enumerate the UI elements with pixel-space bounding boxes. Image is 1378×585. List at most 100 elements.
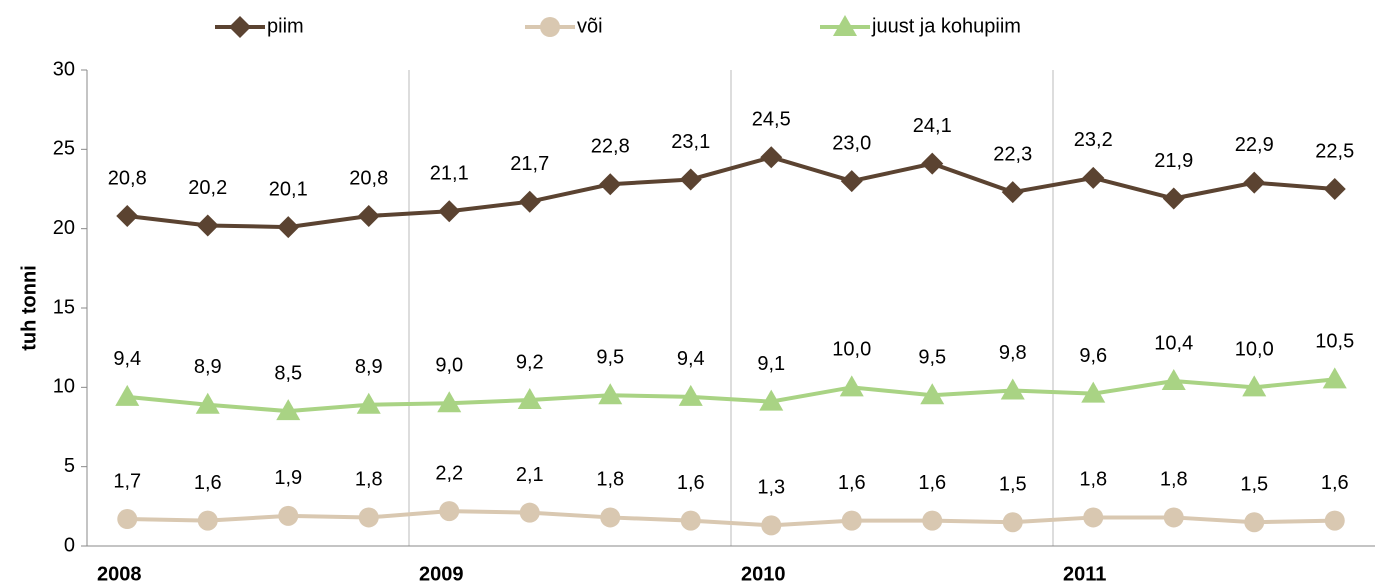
data-point — [1001, 181, 1024, 204]
series-line — [127, 509, 1335, 528]
data-point — [1244, 512, 1265, 533]
data-point — [1162, 187, 1185, 210]
data-label: 20,2 — [188, 177, 227, 199]
data-point — [1081, 381, 1106, 403]
data-point — [760, 146, 783, 169]
data-point — [761, 515, 782, 536]
data-label: 9,6 — [1079, 345, 1107, 367]
data-label: 1,6 — [838, 472, 866, 494]
y-axis-title: tuh tonni — [18, 265, 40, 351]
series-line — [127, 377, 1335, 414]
data-point — [679, 168, 702, 191]
data-point — [922, 510, 943, 531]
data-point — [276, 399, 301, 421]
x-tick-label: 2008 — [97, 563, 142, 585]
data-label: 9,1 — [757, 353, 785, 375]
data-point — [600, 507, 621, 528]
data-point — [439, 501, 460, 522]
data-point — [598, 383, 623, 405]
data-label: 10,0 — [832, 339, 871, 361]
x-tick-label: 2009 — [419, 563, 464, 585]
data-label: 20,1 — [269, 178, 308, 200]
legend-marker — [833, 15, 857, 36]
legend-label: piim — [267, 15, 304, 37]
legend-label: juust ja kohupiim — [871, 15, 1021, 37]
data-label: 1,6 — [194, 472, 222, 494]
data-label: 1,6 — [677, 472, 705, 494]
data-label: 21,9 — [1154, 150, 1193, 172]
data-point — [356, 392, 381, 414]
y-tick-label: 30 — [53, 58, 75, 80]
data-point — [678, 384, 703, 406]
data-label: 24,1 — [913, 115, 952, 137]
y-tick-label: 0 — [64, 534, 75, 556]
data-label: 9,0 — [435, 354, 463, 376]
data-point — [921, 152, 944, 175]
data-point — [438, 200, 461, 223]
data-point — [1161, 368, 1186, 390]
data-label: 1,5 — [999, 473, 1027, 495]
data-label: 8,9 — [355, 356, 383, 378]
data-label: 20,8 — [108, 167, 147, 189]
y-tick-label: 20 — [53, 217, 75, 239]
data-point — [1000, 378, 1025, 400]
data-point — [1002, 512, 1023, 533]
data-label: 21,1 — [430, 162, 469, 184]
data-label: 1,8 — [1160, 469, 1188, 491]
data-point — [841, 510, 862, 531]
series-line — [127, 155, 1335, 230]
legend-label: või — [577, 15, 603, 37]
y-tick-label: 5 — [64, 455, 75, 477]
legend-marker — [229, 16, 251, 38]
data-label: 9,4 — [677, 348, 705, 370]
data-point — [1324, 510, 1345, 531]
data-point — [599, 173, 622, 196]
data-label: 8,9 — [194, 356, 222, 378]
data-point — [1083, 507, 1104, 528]
data-point — [1082, 166, 1105, 189]
data-label: 22,9 — [1235, 134, 1274, 156]
y-tick-label: 25 — [53, 138, 75, 160]
data-point — [197, 510, 218, 531]
data-point — [196, 214, 219, 237]
data-label: 8,5 — [274, 362, 302, 384]
y-tick-label: 15 — [53, 296, 75, 318]
data-point — [277, 216, 300, 239]
data-point — [437, 391, 462, 413]
data-point — [680, 510, 701, 531]
data-point — [1163, 507, 1184, 528]
data-label: 1,7 — [113, 470, 141, 492]
data-label: 20,8 — [349, 167, 388, 189]
data-label: 1,3 — [757, 477, 785, 499]
data-point — [518, 190, 541, 213]
data-point — [1322, 367, 1347, 389]
data-point — [358, 507, 379, 528]
data-point — [115, 384, 140, 406]
data-label: 1,9 — [274, 467, 302, 489]
data-point — [1242, 375, 1267, 397]
data-point — [1323, 178, 1346, 200]
data-label: 9,5 — [918, 347, 946, 369]
data-point — [517, 388, 542, 410]
data-label: 1,8 — [596, 469, 624, 491]
data-label: 1,6 — [1321, 472, 1349, 494]
data-label: 22,8 — [591, 136, 630, 158]
data-point — [117, 509, 138, 530]
data-point — [839, 375, 864, 397]
data-label: 1,8 — [1079, 469, 1107, 491]
data-label: 1,6 — [918, 472, 946, 494]
data-label: 23,2 — [1074, 129, 1113, 151]
data-label: 23,1 — [671, 131, 710, 153]
data-label: 21,7 — [510, 153, 549, 175]
data-point — [920, 383, 945, 405]
data-point — [759, 389, 784, 411]
data-point — [519, 502, 540, 523]
data-point — [1243, 171, 1266, 194]
data-point — [195, 392, 220, 414]
data-label: 22,5 — [1315, 140, 1354, 162]
data-label: 10,5 — [1315, 331, 1354, 353]
data-label: 9,5 — [596, 347, 624, 369]
data-label: 10,4 — [1154, 332, 1193, 354]
data-point — [357, 204, 380, 227]
